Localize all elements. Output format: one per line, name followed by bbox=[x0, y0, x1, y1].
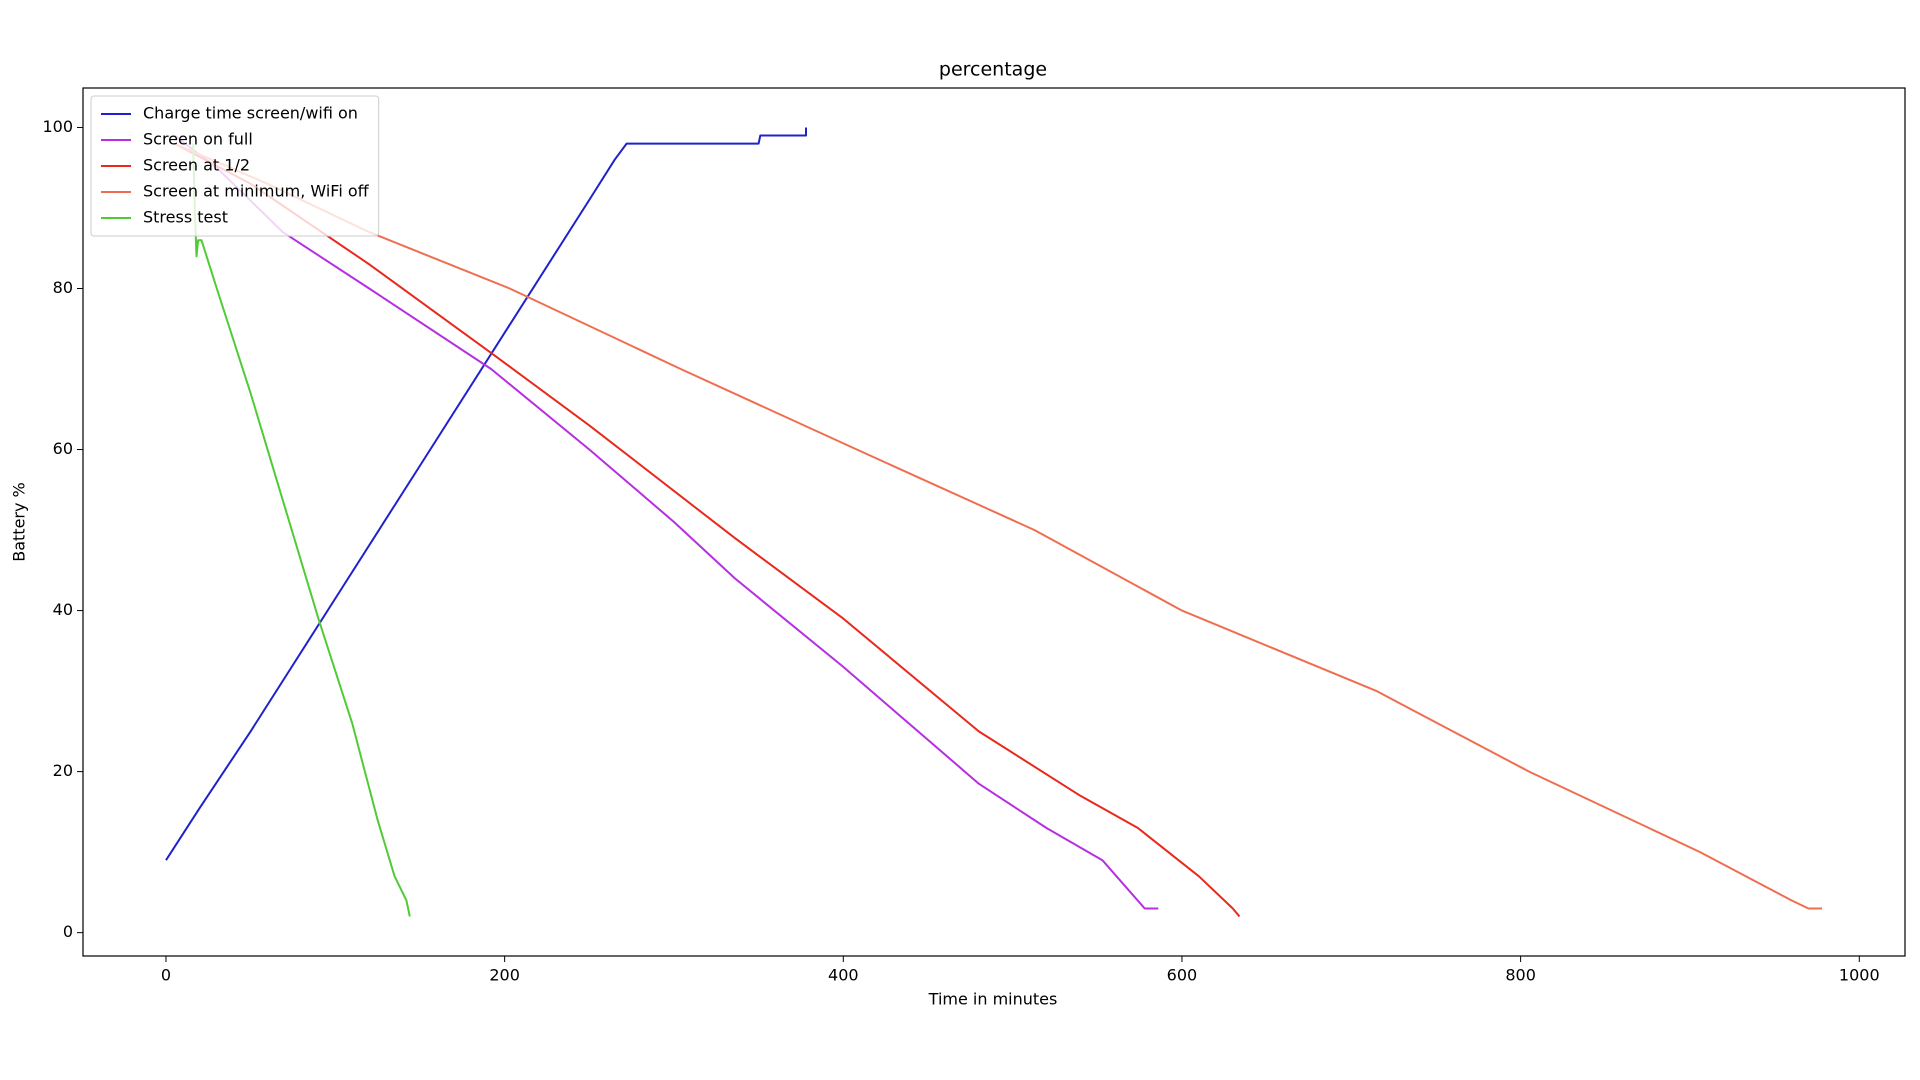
x-tick-label: 400 bbox=[828, 966, 859, 985]
legend-label: Screen at 1/2 bbox=[143, 156, 250, 175]
y-tick-label: 80 bbox=[53, 278, 73, 297]
series-line bbox=[173, 134, 1159, 910]
x-tick-label: 800 bbox=[1505, 966, 1536, 985]
legend-box bbox=[90, 95, 380, 237]
x-tick-label: 0 bbox=[161, 966, 171, 985]
y-tick-label: 0 bbox=[63, 922, 73, 941]
legend-label: Charge time screen/wifi on bbox=[143, 104, 358, 123]
x-tick-label: 600 bbox=[1167, 966, 1198, 985]
x-tick-label: 200 bbox=[489, 966, 520, 985]
legend: Charge time screen/wifi on Screen on full… bbox=[90, 95, 380, 237]
series-line bbox=[192, 143, 411, 917]
x-tick-label: 1000 bbox=[1839, 966, 1880, 985]
chart-title: percentage bbox=[939, 59, 1047, 81]
y-tick-label: 20 bbox=[53, 761, 73, 780]
y-axis-label: Battery % bbox=[10, 482, 29, 562]
y-tick-label: 60 bbox=[53, 439, 73, 458]
x-axis-label: Time in minutes bbox=[928, 990, 1058, 1009]
y-tick-label: 40 bbox=[53, 600, 73, 619]
axes-frame bbox=[82, 87, 1906, 957]
legend-label: Screen on full bbox=[143, 130, 253, 149]
series-line bbox=[173, 142, 1241, 918]
y-tick-label: 100 bbox=[42, 117, 73, 136]
legend-label: Stress test bbox=[143, 208, 228, 227]
series-line bbox=[174, 142, 1822, 910]
series-line bbox=[165, 127, 807, 861]
legend-label: Screen at minimum, WiFi off bbox=[143, 182, 370, 201]
